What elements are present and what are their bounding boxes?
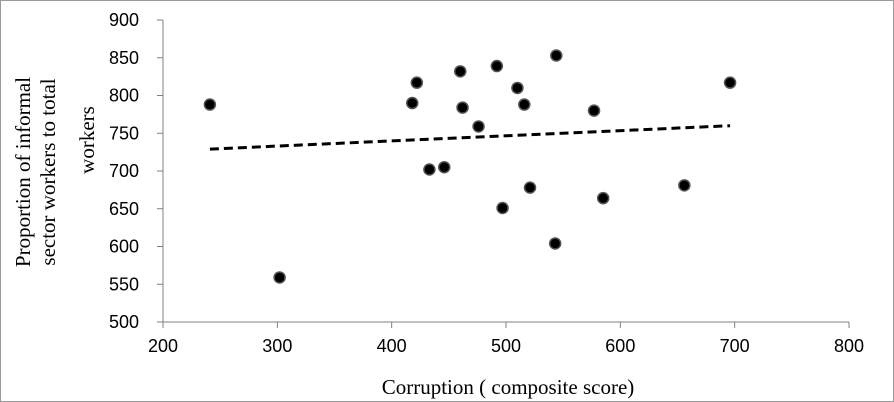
data-point xyxy=(725,77,736,88)
y-tick-label: 550 xyxy=(109,274,139,294)
data-point xyxy=(497,202,508,213)
trendline xyxy=(210,126,730,149)
data-point xyxy=(551,50,562,61)
y-tick-label: 750 xyxy=(109,123,139,143)
y-axis-title-line-2: sector workers to total xyxy=(36,78,60,265)
x-tick-label: 200 xyxy=(148,336,178,356)
data-point xyxy=(407,98,418,109)
y-axis-title: Proportion of informal sector workers to… xyxy=(11,77,99,267)
data-point xyxy=(457,102,468,113)
y-tick-label: 800 xyxy=(109,86,139,106)
y-tick-label: 700 xyxy=(109,161,139,181)
x-tick-label: 400 xyxy=(377,336,407,356)
x-tick-label: 700 xyxy=(720,336,750,356)
data-point xyxy=(491,61,502,72)
ticks: 500 550 600 650 700 750 800 850 900 200 300 400 500 6… xyxy=(109,10,864,356)
data-point xyxy=(512,82,523,93)
y-tick-label: 850 xyxy=(109,48,139,68)
x-tick-label: 600 xyxy=(605,336,635,356)
data-point xyxy=(589,105,600,116)
x-tick-label: 500 xyxy=(491,336,521,356)
y-tick-label: 650 xyxy=(109,199,139,219)
data-point xyxy=(274,272,285,283)
y-axis-title-line-3: workers xyxy=(75,106,99,174)
data-points xyxy=(204,50,735,283)
data-point xyxy=(439,162,450,173)
axes xyxy=(163,20,849,322)
data-point xyxy=(519,99,530,110)
y-tick-label: 900 xyxy=(109,10,139,30)
data-point xyxy=(455,66,466,77)
data-point xyxy=(424,164,435,175)
x-axis-title: Corruption ( composite score) xyxy=(382,375,635,399)
y-axis-title-line-1: Proportion of informal xyxy=(11,77,35,267)
trendline-group xyxy=(210,126,730,149)
x-tick-label: 300 xyxy=(262,336,292,356)
y-tick-label: 600 xyxy=(109,237,139,257)
data-point xyxy=(679,180,690,191)
data-point xyxy=(204,99,215,110)
x-tick-label: 800 xyxy=(834,336,864,356)
y-tick-label: 500 xyxy=(109,312,139,332)
data-point xyxy=(411,77,422,88)
data-point xyxy=(473,121,484,132)
data-point xyxy=(550,238,561,249)
data-point xyxy=(525,182,536,193)
data-point xyxy=(598,193,609,204)
